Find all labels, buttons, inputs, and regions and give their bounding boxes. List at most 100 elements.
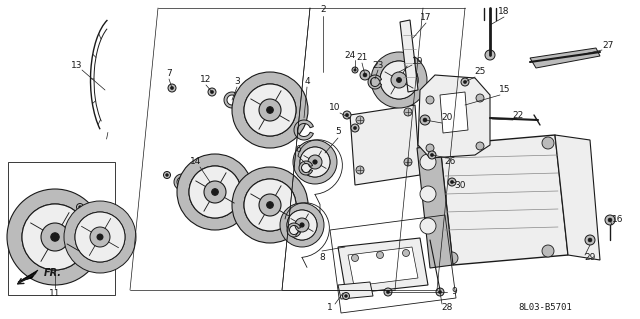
Circle shape [163,172,170,179]
Circle shape [420,154,436,170]
Circle shape [363,73,367,77]
Circle shape [259,194,281,216]
Polygon shape [418,75,490,158]
Text: 25: 25 [474,68,486,77]
Circle shape [342,293,349,300]
Circle shape [353,126,356,130]
Wedge shape [177,154,253,230]
Circle shape [356,116,364,124]
Circle shape [485,50,495,60]
Circle shape [313,160,317,164]
Circle shape [351,255,358,262]
Wedge shape [294,120,314,140]
Polygon shape [417,145,453,268]
Text: 18: 18 [499,8,509,17]
Circle shape [403,249,410,256]
Text: 8L03-B5701: 8L03-B5701 [518,303,572,313]
Wedge shape [7,189,103,285]
Text: 17: 17 [420,13,432,23]
Circle shape [170,86,173,90]
Circle shape [267,107,273,113]
Wedge shape [371,52,427,108]
Text: 2: 2 [320,5,326,14]
Circle shape [461,78,469,86]
Circle shape [448,178,456,186]
Circle shape [384,288,392,296]
Text: 27: 27 [602,41,614,49]
Circle shape [404,158,412,166]
Circle shape [542,137,554,149]
Circle shape [75,212,125,262]
Text: 4: 4 [304,78,310,86]
Circle shape [438,290,442,293]
Circle shape [244,179,296,231]
Circle shape [352,67,358,73]
Circle shape [463,80,467,84]
Text: 29: 29 [584,254,596,263]
Polygon shape [400,20,418,92]
Circle shape [259,99,281,121]
Circle shape [344,295,348,297]
Text: 22: 22 [513,110,524,120]
Circle shape [90,227,110,247]
Text: 15: 15 [499,85,511,94]
Circle shape [446,144,458,156]
Circle shape [404,108,412,116]
Wedge shape [87,207,102,223]
Polygon shape [555,135,600,260]
Circle shape [166,174,168,176]
Circle shape [430,153,434,157]
Circle shape [351,124,359,132]
Circle shape [426,144,434,152]
Circle shape [51,233,60,241]
Text: FR.: FR. [44,268,62,278]
Circle shape [446,252,458,264]
Circle shape [189,166,241,218]
Circle shape [608,218,612,222]
Text: 14: 14 [190,158,202,167]
Circle shape [354,69,356,71]
Circle shape [287,210,317,240]
Text: 28: 28 [442,303,452,313]
Wedge shape [232,72,308,148]
Wedge shape [280,203,324,247]
Circle shape [346,113,349,117]
Text: 23: 23 [372,61,384,70]
Circle shape [360,70,370,80]
Circle shape [204,181,226,203]
Text: 5: 5 [335,128,341,137]
Circle shape [300,147,330,177]
Wedge shape [174,174,189,190]
Circle shape [211,90,214,93]
Circle shape [397,78,401,82]
Polygon shape [348,247,418,286]
Polygon shape [530,48,600,68]
Circle shape [356,166,364,174]
Circle shape [436,288,444,296]
Circle shape [451,181,454,184]
Text: 24: 24 [344,50,356,60]
Text: 26: 26 [444,158,456,167]
Polygon shape [18,270,38,282]
Circle shape [387,290,390,293]
Text: 10: 10 [329,103,340,113]
Wedge shape [232,167,308,243]
Circle shape [244,84,296,136]
Circle shape [208,88,216,96]
Text: 7: 7 [166,69,172,78]
Polygon shape [350,105,420,185]
Text: 20: 20 [442,114,452,122]
Circle shape [295,218,309,232]
Circle shape [380,61,418,99]
Circle shape [22,204,88,270]
Circle shape [391,72,407,88]
Polygon shape [338,238,428,294]
Text: 21: 21 [356,54,368,63]
Circle shape [605,215,615,225]
Circle shape [423,118,427,122]
Circle shape [41,223,69,251]
Polygon shape [440,135,568,265]
Text: 6: 6 [295,145,301,154]
Circle shape [267,202,273,208]
Wedge shape [241,195,260,215]
